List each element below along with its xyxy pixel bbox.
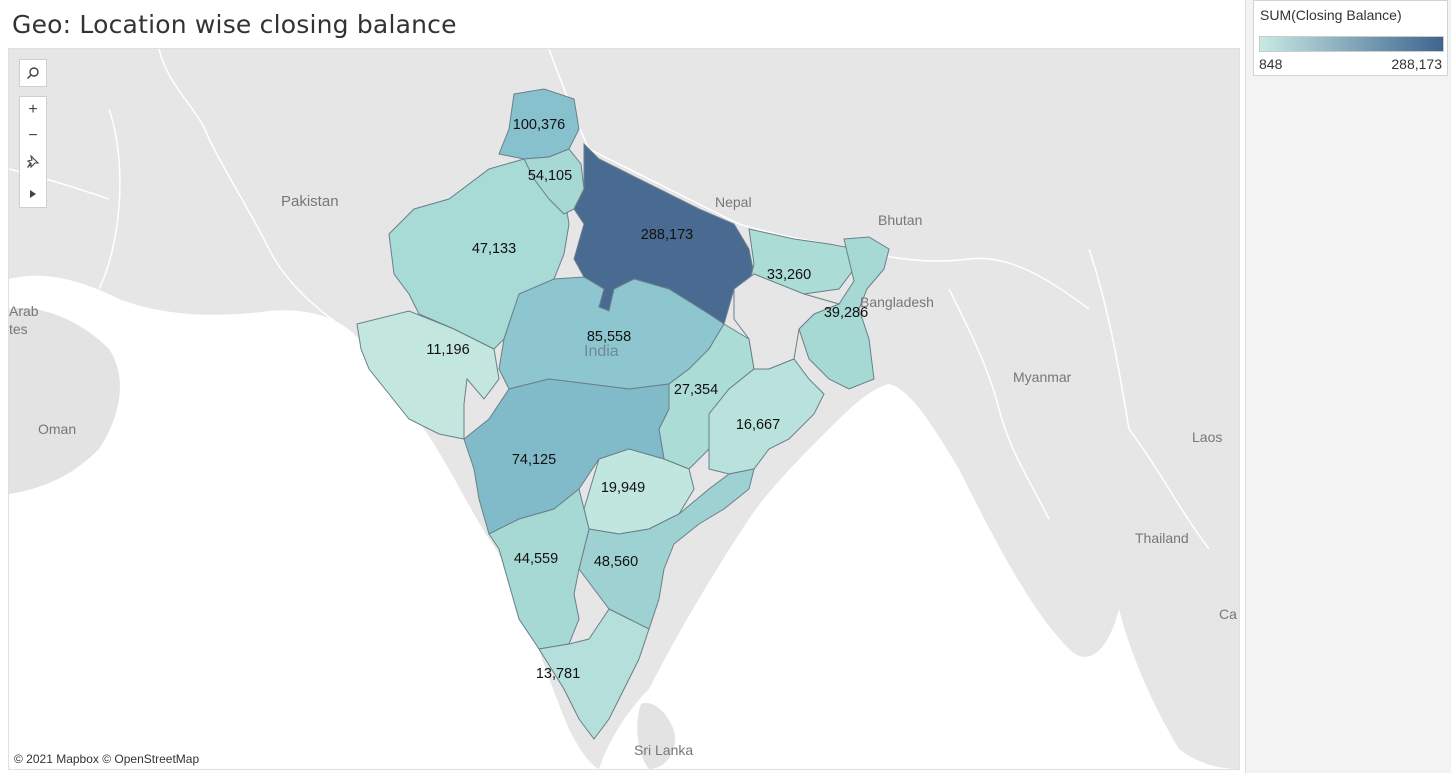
country-label-thailand: Thailand [1135, 530, 1189, 546]
ocean-area [9, 275, 599, 769]
map-canvas[interactable] [9, 49, 1239, 769]
state-region [488, 488, 590, 650]
arabia-land [9, 308, 120, 494]
map-zoom-toolbar: + − [19, 96, 47, 208]
country-label-laos: Laos [1192, 429, 1223, 445]
country-label-nepal: Nepal [715, 194, 752, 210]
sri-lanka-land [637, 703, 676, 769]
region-value-label: 13,781 [535, 666, 581, 682]
country-label-sri-lanka: Sri Lanka [634, 742, 694, 758]
legend-color-ramp [1259, 36, 1444, 52]
state-region [538, 608, 650, 740]
country-label-arab: Arab [9, 303, 39, 319]
state-shapes [356, 88, 890, 740]
legend-title: SUM(Closing Balance) [1260, 7, 1402, 23]
zoom-out-button[interactable]: − [28, 127, 38, 144]
region-value-label: 47,133 [471, 241, 517, 257]
pin-icon[interactable] [20, 149, 46, 175]
state-region [708, 358, 825, 475]
play-icon[interactable] [20, 181, 46, 207]
map-view[interactable]: Pakistan Nepal Bhutan Bangladesh Myanmar… [8, 48, 1240, 770]
country-label-ca: Ca [1219, 606, 1237, 622]
country-label-myanmar: Myanmar [1013, 369, 1072, 385]
region-value-label: 16,667 [735, 417, 781, 433]
color-legend[interactable]: SUM(Closing Balance) 848 288,173 [1253, 0, 1448, 76]
zoom-in-button[interactable]: + [28, 101, 38, 118]
region-value-label: 54,105 [527, 168, 573, 184]
country-label-oman: Oman [38, 421, 77, 437]
region-value-label: 85,558 [586, 329, 632, 345]
search-icon[interactable] [20, 60, 46, 86]
legend-min-value: 848 [1259, 56, 1283, 72]
region-value-label: 48,560 [593, 554, 639, 570]
map-attribution[interactable]: © 2021 Mapbox © OpenStreetMap [14, 752, 200, 766]
region-value-label: 11,196 [426, 342, 470, 358]
map-search-toolbar [19, 59, 47, 87]
region-value-label: 33,260 [766, 267, 812, 283]
page-title: Geo: Location wise closing balance [12, 10, 457, 39]
region-value-label: 27,354 [673, 382, 719, 398]
country-label-bhutan: Bhutan [878, 212, 923, 228]
legend-max-value: 288,173 [1391, 56, 1442, 72]
country-label-tes: tes [9, 321, 28, 337]
country-label-india: India [584, 343, 619, 360]
country-label-pakistan: Pakistan [281, 193, 339, 210]
region-value-label: 74,125 [511, 452, 557, 468]
region-value-label: 100,376 [512, 117, 566, 133]
legend-panel: SUM(Closing Balance) 848 288,173 [1245, 0, 1451, 773]
region-value-label: 39,286 [823, 305, 869, 321]
region-value-label: 19,949 [600, 480, 646, 496]
ocean-area-east [599, 384, 1239, 769]
region-value-label: 44,559 [513, 551, 559, 567]
region-value-label: 288,173 [640, 227, 694, 243]
country-label-bangladesh: Bangladesh [860, 294, 934, 310]
